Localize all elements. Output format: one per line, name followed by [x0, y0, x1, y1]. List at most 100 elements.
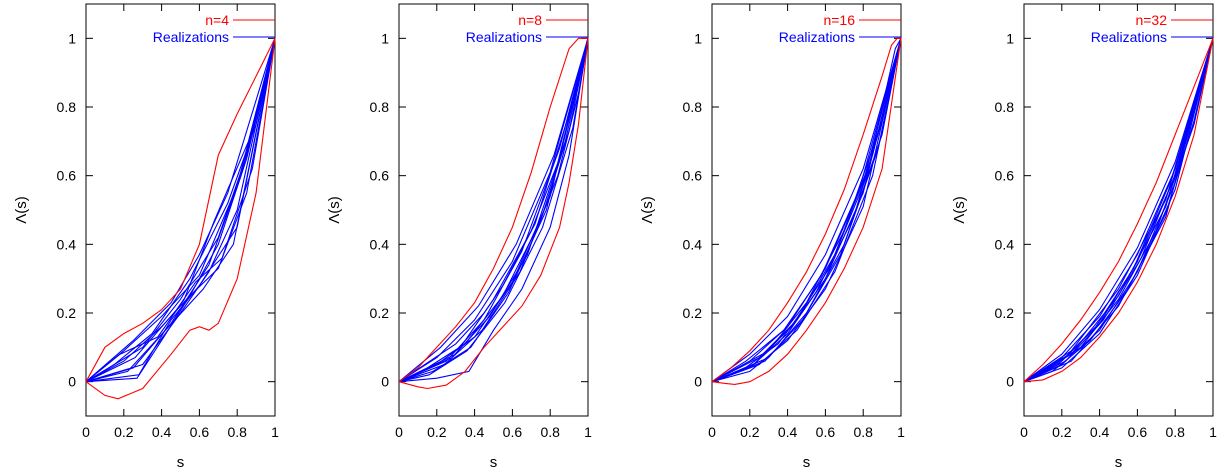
legend-label: n=4: [205, 12, 229, 28]
y-tick-label: 0.8: [683, 99, 703, 115]
y-tick-label: 1: [694, 30, 702, 46]
x-tick-label: 1: [897, 424, 905, 440]
legend-label: Realizations: [153, 29, 229, 45]
realization-line: [1023, 38, 1214, 383]
x-tick-label: 0.2: [114, 424, 134, 440]
x-tick-label: 0.4: [152, 424, 172, 440]
realization-line: [85, 38, 276, 383]
plot-frame: [85, 3, 276, 417]
chart-panel-2: 0 0.2 0.4 0.6 0.8 1 0 0.2 0.4 0.6 0.8 1 s Λ(s) n=8Real…: [326, 3, 592, 471]
x-axis-label: s: [490, 454, 498, 471]
y-tick-label: 0.6: [683, 168, 703, 184]
realization-line: [1023, 38, 1214, 383]
realization-line: [1023, 38, 1214, 383]
realization-line: [398, 38, 589, 383]
x-tick-label: 0.2: [427, 424, 447, 440]
envelope-upper-line: [85, 38, 276, 382]
realization-line: [1023, 38, 1214, 383]
x-tick-label: 0.2: [1052, 424, 1072, 440]
envelope-lower-line: [711, 38, 902, 385]
y-tick-label: 0.4: [57, 236, 77, 252]
envelope-lower-line: [85, 38, 276, 400]
realization-line: [85, 38, 276, 383]
realization-line: [85, 38, 276, 383]
realization-line: [1023, 38, 1214, 383]
envelope-lower-line: [1023, 38, 1214, 383]
realization-line: [398, 38, 589, 383]
x-axis-label: s: [1115, 454, 1123, 471]
legend-label: n=32: [1135, 12, 1167, 28]
realization-line: [711, 38, 902, 383]
chart-panel-3: 0 0.2 0.4 0.6 0.8 1 0 0.2 0.4 0.6 0.8 1 s Λ(s) n=16Rea…: [639, 3, 905, 471]
chart-panel-4: 0 0.2 0.4 0.6 0.8 1 0 0.2 0.4 0.6 0.8 1 s Λ(s) n=32Rea…: [951, 3, 1217, 471]
realization-line: [1023, 38, 1214, 383]
y-tick-label: 0: [68, 374, 76, 390]
y-axis-label: Λ(s): [326, 196, 343, 224]
realization-line: [85, 38, 276, 383]
y-axis-label: Λ(s): [639, 196, 656, 224]
y-tick-label: 1: [68, 30, 76, 46]
realization-line: [85, 38, 276, 383]
x-tick-label: 0: [1020, 424, 1028, 440]
realization-line: [398, 38, 589, 383]
realization-line: [398, 38, 589, 383]
x-tick-label: 0.4: [465, 424, 485, 440]
plot-frame: [1023, 3, 1214, 417]
x-tick-label: 0.6: [503, 424, 523, 440]
envelope-upper-line: [1023, 38, 1214, 383]
x-tick-label: 0.8: [227, 424, 247, 440]
x-tick-label: 0.6: [190, 424, 210, 440]
y-tick-label: 0.8: [57, 99, 77, 115]
realization-line: [398, 38, 589, 383]
plot-frame: [711, 3, 902, 417]
x-tick-label: 0.8: [1165, 424, 1185, 440]
legend-label: Realizations: [466, 29, 542, 45]
y-tick-label: 0.2: [57, 305, 77, 321]
plot-frame: [398, 3, 589, 417]
realization-line: [1023, 38, 1214, 383]
y-tick-label: 0.4: [995, 236, 1015, 252]
x-tick-label: 0.4: [778, 424, 798, 440]
envelope-upper-line: [711, 37, 901, 383]
x-tick-label: 0: [82, 424, 90, 440]
x-tick-label: 1: [271, 424, 279, 440]
realization-line: [85, 38, 276, 383]
x-tick-label: 0: [395, 424, 403, 440]
x-tick-label: 0.6: [1128, 424, 1148, 440]
envelope-lower-line: [398, 38, 589, 390]
realization-line: [1023, 38, 1214, 383]
realization-line: [711, 38, 902, 383]
realization-line: [85, 38, 276, 383]
y-tick-label: 0.2: [370, 305, 390, 321]
x-tick-label: 0.8: [540, 424, 560, 440]
realization-line: [711, 38, 902, 383]
realization-line: [1023, 38, 1214, 383]
x-tick-label: 0.6: [816, 424, 836, 440]
realization-line: [711, 38, 902, 383]
y-tick-label: 1: [1006, 30, 1014, 46]
realization-line: [1023, 38, 1214, 383]
realization-line: [711, 38, 902, 383]
y-tick-label: 0: [1006, 374, 1014, 390]
y-tick-label: 0.6: [370, 168, 390, 184]
y-tick-label: 0.2: [995, 305, 1015, 321]
y-tick-label: 0.8: [995, 99, 1015, 115]
realization-line: [711, 38, 902, 383]
y-tick-label: 0: [694, 374, 702, 390]
x-tick-label: 0.2: [740, 424, 760, 440]
y-tick-label: 0.2: [683, 305, 703, 321]
y-tick-label: 0.4: [370, 236, 390, 252]
legend-label: n=16: [823, 12, 855, 28]
legend-label: Realizations: [1091, 29, 1167, 45]
x-tick-label: 1: [584, 424, 592, 440]
realization-line: [398, 38, 589, 383]
realization-line: [85, 38, 276, 383]
y-tick-label: 0.6: [57, 168, 77, 184]
y-tick-label: 0.6: [995, 168, 1015, 184]
realization-line: [85, 38, 276, 383]
y-tick-label: 1: [381, 30, 389, 46]
